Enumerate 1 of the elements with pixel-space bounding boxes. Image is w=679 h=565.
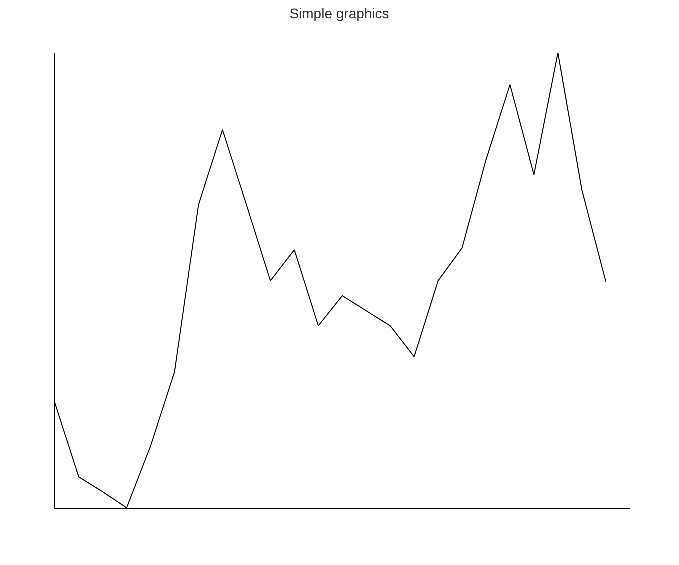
chart-title: Simple graphics (290, 5, 390, 22)
